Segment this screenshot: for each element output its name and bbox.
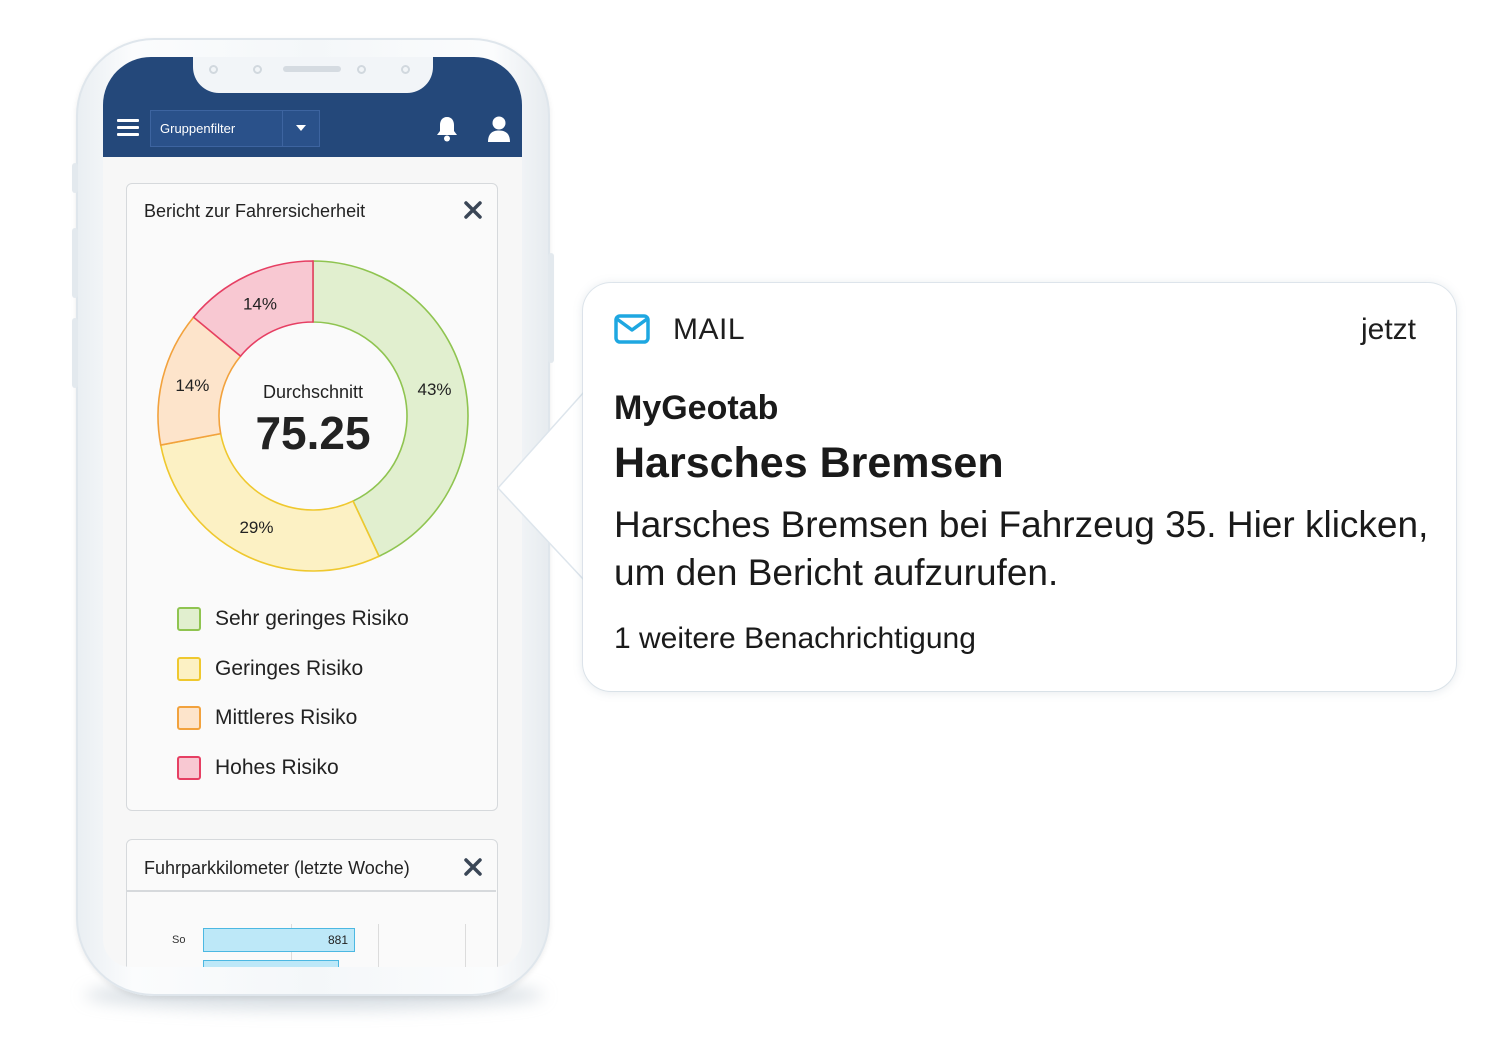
chevron-down-icon	[296, 125, 306, 131]
notification-app-name: MAIL	[673, 313, 746, 346]
legend-label: Geringes Risiko	[215, 657, 364, 680]
fleet-km-card: Fuhrparkkilometer (letzte Woche) So 881	[126, 839, 498, 967]
bar	[203, 960, 339, 967]
donut-data-label: 14%	[243, 294, 277, 313]
phone-screen: Gruppenfilter Bericht zur Fahrersicherhe…	[103, 57, 522, 967]
notification-sender: MyGeotab	[614, 389, 779, 427]
bell-icon[interactable]	[435, 115, 461, 143]
mail-notification[interactable]: MAIL jetzt MyGeotab Harsches Bremsen Har…	[583, 283, 1456, 691]
volume-up-button	[72, 228, 78, 298]
center-label: Durchschnitt	[262, 382, 364, 402]
safety-report-card: Bericht zur Fahrersicherheit 43% 29% 14% 14…	[126, 183, 498, 811]
dropdown-toggle[interactable]	[282, 111, 319, 146]
legend-label: Hohes Risiko	[215, 756, 339, 779]
donut-data-label: 29%	[239, 518, 273, 537]
sensor-dot	[401, 65, 410, 74]
donut-segment	[159, 432, 381, 572]
legend-swatch	[177, 706, 201, 730]
mute-switch	[72, 163, 78, 193]
menu-icon[interactable]	[117, 119, 141, 139]
notification-body: Harsches Bremsen bei Fahrzeug 35. Hier k…	[614, 504, 1429, 593]
card-title: Fuhrparkkilometer (letzte Woche)	[144, 858, 410, 878]
volume-down-button	[72, 318, 78, 388]
callout-pointer	[496, 392, 592, 580]
donut-segment	[192, 260, 314, 358]
close-icon[interactable]	[463, 200, 483, 220]
donut-chart: 43% 29% 14% 14% Durchschnitt 75.25	[155, 258, 471, 574]
donut-data-label: 14%	[175, 376, 209, 395]
user-icon[interactable]	[487, 115, 513, 143]
legend-swatch	[177, 657, 201, 681]
power-button	[548, 253, 554, 363]
legend-label: Mittleres Risiko	[215, 706, 358, 729]
phone-notch	[193, 57, 433, 93]
legend-swatch	[177, 756, 201, 780]
gridline	[465, 924, 466, 967]
donut-segment	[312, 260, 469, 558]
bar-day-label: So	[172, 934, 186, 946]
sensor-dot	[209, 65, 218, 74]
bar: 881	[203, 928, 355, 952]
legend-swatch	[177, 607, 201, 631]
center-value: 75.25	[255, 407, 371, 459]
card-title: Bericht zur Fahrersicherheit	[144, 201, 366, 221]
bar-value: 881	[327, 933, 348, 947]
donut-svg: 43% 29% 14% 14%	[157, 260, 469, 572]
divider	[127, 890, 496, 892]
gridline	[378, 924, 379, 967]
notification-time: jetzt	[1360, 313, 1416, 346]
app-header: Gruppenfilter	[103, 57, 522, 157]
group-filter-dropdown[interactable]: Gruppenfilter	[150, 110, 320, 147]
camera-dot	[357, 65, 366, 74]
legend-label: Sehr geringes Risiko	[215, 607, 409, 630]
more-notifications-link[interactable]: 1 weitere Benachrichtigung	[614, 622, 976, 655]
mail-icon	[614, 311, 650, 347]
donut-data-label: 43%	[417, 380, 451, 399]
sensor-dot	[253, 65, 262, 74]
close-icon[interactable]	[463, 857, 483, 877]
speaker-grille	[283, 66, 341, 72]
group-filter-label: Gruppenfilter	[160, 121, 236, 136]
notification-title: Harsches Bremsen	[614, 439, 1004, 487]
